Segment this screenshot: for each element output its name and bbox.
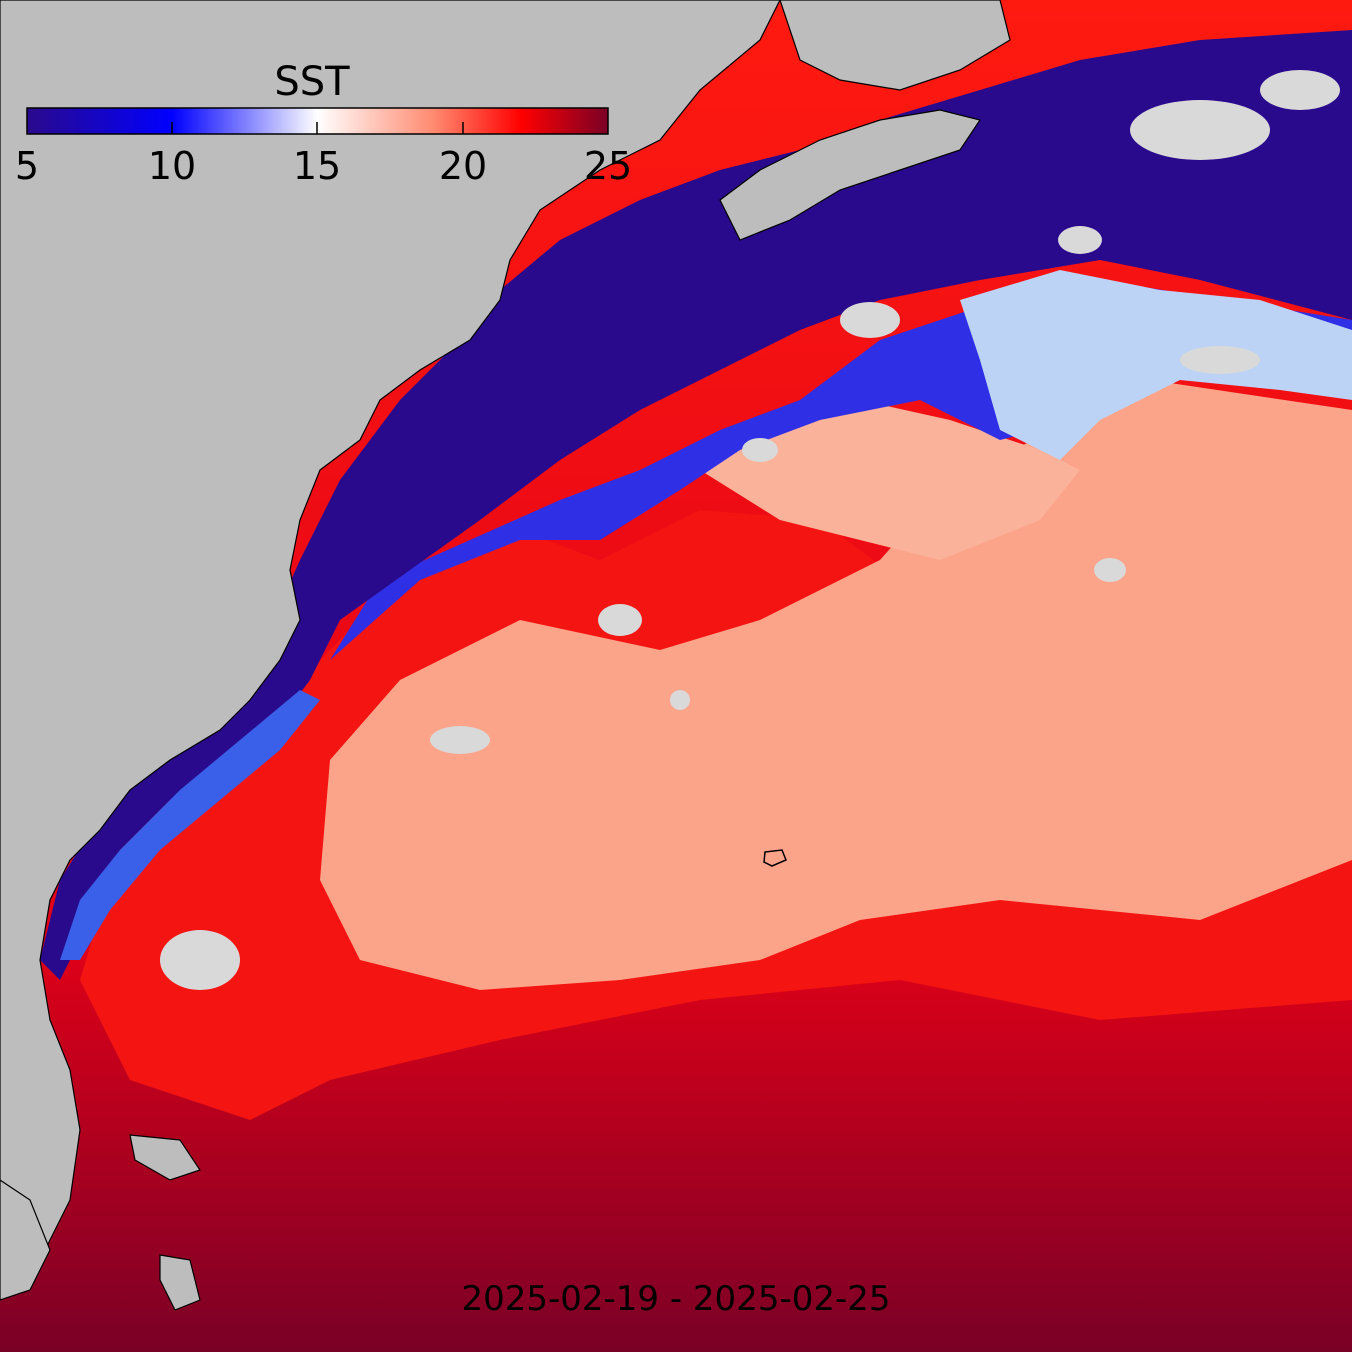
warm-core-salmon-north (700, 400, 1080, 560)
colorbar-tick-label: 20 (439, 144, 487, 188)
land-north-shore (779, 0, 1011, 91)
colorbar: SST 5 10 15 20 25 (15, 59, 632, 188)
colorbar-tick-label: 10 (148, 144, 196, 188)
land-bahamas-1 (129, 1134, 201, 1181)
coastal-cold-water (40, 30, 1352, 980)
warm-core-salmon (320, 380, 1352, 990)
colorbar-title: SST (274, 59, 350, 105)
colorbar-tick-label: 5 (15, 144, 39, 188)
coastal-blue-band (60, 690, 320, 960)
land-nova-scotia (719, 109, 981, 241)
land-bahamas-2 (159, 1254, 201, 1311)
land-mainland (0, 0, 781, 1291)
colorbar-tick-label: 25 (584, 144, 632, 188)
date-range-label: 2025-02-19 - 2025-02-25 (461, 1279, 890, 1319)
cold-front-light (960, 270, 1352, 460)
land-bermuda (763, 849, 787, 867)
land-florida-tip (0, 1179, 51, 1301)
colorbar-tick-label: 15 (293, 144, 341, 188)
cloud-patches (160, 70, 1340, 990)
colorbar-ticks (171, 122, 464, 134)
